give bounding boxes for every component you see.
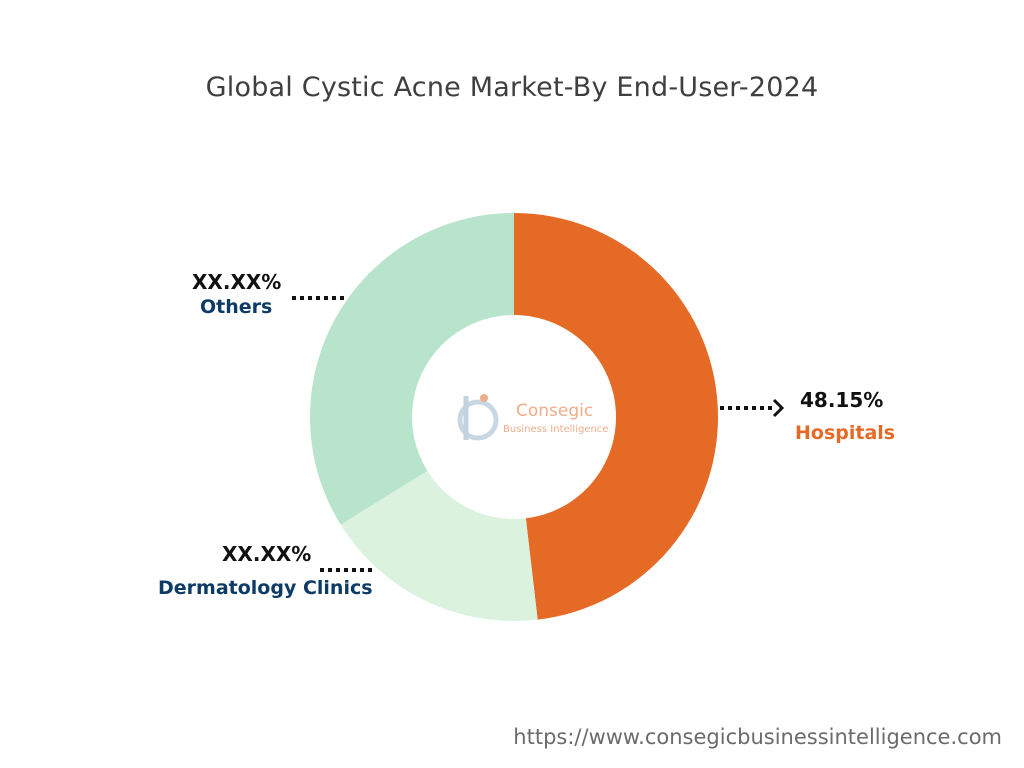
logo-text-line2: Business Intelligence xyxy=(503,424,608,435)
others-name-label: Others xyxy=(200,296,273,318)
dermatology-value-label: XX.XX% xyxy=(222,542,312,566)
leader-arrow-hospitals xyxy=(772,398,785,418)
footer-url[interactable]: https://www.consegicbusinessintelligence… xyxy=(513,725,1002,749)
chart-title: Global Cystic Acne Market-By End-User-20… xyxy=(205,72,819,103)
donut-slice-hospitals xyxy=(514,213,718,620)
donut-slice-others xyxy=(310,213,514,525)
hospitals-value-label: 48.15% xyxy=(800,388,884,412)
hospitals-name-label: Hospitals xyxy=(795,422,896,444)
dermatology-name-label: Dermatology Clinics xyxy=(158,577,373,599)
donut-slices xyxy=(310,213,718,621)
others-value-label: XX.XX% xyxy=(192,270,282,294)
consegic-logo-watermark: Consegic Business Intelligence xyxy=(457,394,608,441)
logo-text-line1: Consegic xyxy=(516,401,593,421)
donut-slice-dermatology-clinics xyxy=(340,470,538,621)
